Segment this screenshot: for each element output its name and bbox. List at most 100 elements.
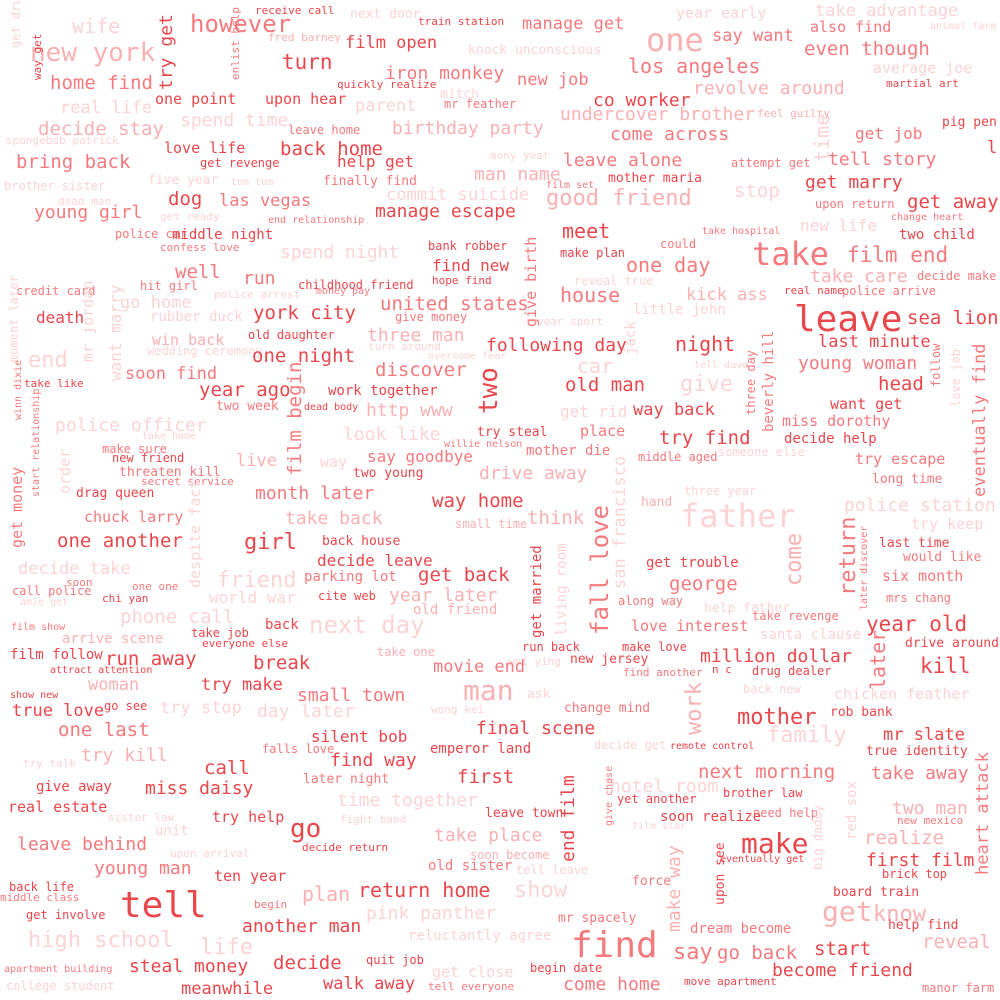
cloud-word: way get: [31, 33, 44, 80]
cloud-word: steal money: [129, 956, 249, 977]
cloud-word: manage escape: [375, 201, 516, 222]
cloud-word: one night: [252, 345, 355, 367]
cloud-word: make sure: [102, 442, 168, 456]
cloud-word: woman: [88, 675, 140, 695]
cloud-word: girl: [244, 530, 297, 555]
cloud-word: small time: [455, 517, 528, 531]
cloud-word: york city: [253, 302, 356, 324]
cloud-word: give money: [395, 310, 468, 324]
cloud-word: real estate: [8, 798, 108, 816]
cloud-word: phone call: [120, 606, 235, 628]
cloud-word: police arrive: [842, 284, 936, 298]
cloud-word: would like: [903, 550, 982, 565]
cloud-word: money pay: [316, 286, 371, 297]
cloud-word: return: [836, 516, 861, 596]
cloud-word: brother sister: [4, 179, 106, 193]
cloud-word: get job: [855, 124, 923, 143]
cloud-word: one day: [626, 253, 711, 277]
cloud-word: rob bank: [830, 705, 893, 720]
cloud-word: become friend: [772, 960, 913, 981]
cloud-word: mitch: [440, 87, 480, 102]
cloud-word: take like: [24, 377, 84, 390]
cloud-word: year early: [676, 4, 767, 22]
cloud-word: silent bob: [311, 727, 408, 746]
cloud-word: film set: [546, 180, 595, 191]
cloud-word: final scene: [476, 718, 596, 739]
cloud-word: reveal: [922, 931, 991, 953]
cloud-word: spend night: [280, 242, 400, 263]
cloud-word: night: [675, 332, 736, 356]
cloud-word: old sister: [428, 858, 513, 874]
cloud-word: chuck larry: [84, 508, 184, 526]
cloud-word: return home: [358, 878, 491, 902]
cloud-word: way back: [633, 400, 715, 420]
cloud-word: tom tom: [231, 177, 274, 188]
cloud-word: film show: [11, 622, 66, 633]
cloud-word: world war: [209, 588, 296, 607]
cloud-word: decide stay: [38, 118, 164, 140]
cloud-word: police officer: [55, 415, 207, 436]
cloud-word: middle class: [0, 891, 80, 904]
cloud-word: get close: [432, 963, 514, 981]
cloud-word: work: [682, 682, 707, 735]
cloud-word: meet: [562, 219, 611, 243]
cloud-word: miss daisy: [145, 778, 254, 799]
cloud-word: go back: [717, 942, 798, 964]
cloud-word: five year: [148, 173, 219, 188]
cloud-word: decide leave: [317, 551, 433, 570]
cloud-word: begin date: [530, 961, 603, 975]
cloud-word: try keep: [911, 515, 984, 533]
cloud-word: mother: [737, 705, 817, 730]
cloud-word: meanwhile: [181, 979, 274, 999]
cloud-word: middle aged: [638, 450, 718, 464]
cloud-word: dog: [168, 188, 203, 210]
cloud-word: little john: [633, 302, 726, 318]
cloud-word: think: [527, 507, 585, 529]
cloud-word: first film: [866, 850, 975, 871]
cloud-word: miss dorothy: [782, 412, 891, 430]
cloud-word: true love: [12, 701, 105, 721]
cloud-word: soon become: [470, 848, 550, 862]
cloud-word: childhood friend: [298, 278, 414, 292]
cloud-word: go see: [104, 699, 148, 713]
cloud-word: beverly hill: [761, 330, 777, 432]
cloud-word: emperor land: [430, 741, 532, 757]
cloud-word: later discover: [859, 525, 870, 610]
cloud-word: run: [243, 268, 276, 289]
cloud-word: first: [457, 766, 515, 788]
cloud-word: leave alone: [563, 150, 683, 171]
cloud-word: make love: [622, 640, 688, 654]
cloud-word: take: [752, 235, 830, 273]
cloud-word: bring back: [16, 151, 131, 173]
cloud-word: take home: [142, 431, 197, 442]
cloud-word: get involve: [26, 908, 106, 922]
cloud-word: decide: [273, 952, 342, 974]
cloud-word: police arrest: [214, 288, 301, 301]
cloud-word: father: [680, 497, 796, 535]
cloud-word: year old: [866, 612, 968, 636]
cloud-word: six month: [882, 567, 964, 585]
cloud-word: take back: [285, 508, 383, 529]
cloud-word: film end: [847, 243, 949, 267]
cloud-word: say goodbye: [367, 447, 473, 466]
cloud-word: martial art: [886, 77, 959, 90]
cloud-word: leave home: [288, 123, 361, 137]
cloud-word: secret service: [141, 475, 234, 488]
cloud-word: run away: [105, 648, 197, 670]
cloud-word: win back: [152, 331, 225, 349]
cloud-word: upon see: [713, 842, 728, 905]
cloud-word: dead body: [304, 402, 359, 413]
cloud-word: could: [660, 237, 697, 251]
cloud-word: love job: [949, 349, 963, 407]
cloud-word: small town: [297, 685, 406, 706]
cloud-word: wei ying: [508, 655, 561, 668]
cloud-word: follow: [929, 343, 943, 387]
cloud-word: ten year: [214, 867, 287, 885]
cloud-word: time: [810, 113, 834, 162]
cloud-word: high school: [28, 928, 174, 953]
cloud-word: young girl: [34, 202, 143, 223]
cloud-word: receive call: [255, 4, 335, 17]
cloud-word: end relationship: [268, 215, 365, 226]
cloud-word: chicken feather: [834, 685, 970, 703]
